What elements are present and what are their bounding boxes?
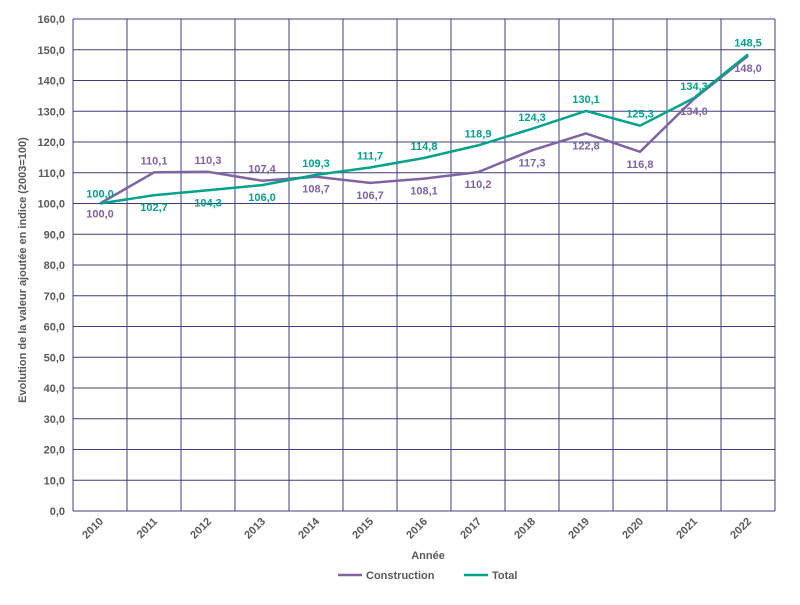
data-labels: 100,0 100,0 110,1 102,7 110,3 104,3 107,4 106,0…	[86, 37, 762, 220]
x-tick-label: 2017	[458, 516, 484, 542]
data-label-construction: 134,0	[680, 106, 708, 118]
x-tick-label: 2011	[135, 516, 160, 541]
data-label-total: 148,5	[734, 37, 762, 49]
series-lines	[99, 53, 749, 205]
x-tick-label: 2013	[242, 516, 268, 542]
data-label-construction: 122,8	[572, 140, 600, 152]
data-label-total: 100,0	[86, 189, 114, 201]
y-tick-label: 90,0	[44, 229, 65, 241]
y-tick-label: 100,0	[37, 199, 65, 211]
data-label-total: 134,3	[680, 81, 708, 93]
data-label-construction: 110,3	[195, 155, 222, 167]
y-tick-label: 50,0	[44, 352, 65, 364]
series-line-construction	[99, 54, 749, 205]
gridlines	[72, 18, 776, 512]
data-label-construction: 107,4	[248, 164, 276, 176]
data-label-total: 111,7	[357, 151, 383, 163]
y-tick-label: 80,0	[44, 260, 65, 272]
data-label-total: 125,3	[626, 109, 654, 121]
x-tick-labels: 2010 2011 2012 2013 2014 2015 2016 2017 2018 2019…	[80, 515, 754, 541]
x-tick-label: 2016	[404, 516, 430, 542]
data-label-construction: 148,0	[734, 63, 762, 75]
x-tick-label: 2015	[350, 516, 376, 542]
y-tick-label: 150,0	[37, 45, 65, 57]
y-tick-label: 160,0	[37, 14, 65, 26]
y-tick-label: 20,0	[44, 445, 65, 457]
y-tick-label: 70,0	[44, 291, 65, 303]
y-tick-label: 130,0	[37, 106, 65, 118]
data-label-construction: 110,1	[141, 155, 168, 167]
series-line-total	[99, 53, 749, 205]
data-label-construction: 108,7	[302, 184, 330, 196]
data-label-total: 102,7	[140, 202, 168, 214]
x-axis-title: Année	[411, 550, 445, 562]
data-label-total: 106,0	[248, 192, 276, 204]
y-tick-labels: 0,0 10,0 20,0 30,0 40,0 50,0 60,0 70,0 80,0 90,0 1…	[37, 14, 65, 518]
x-tick-label: 2014	[296, 515, 322, 541]
data-label-total: 114,8	[411, 141, 438, 153]
legend-label-total: Total	[492, 570, 517, 582]
data-label-construction: 110,2	[465, 179, 492, 191]
data-label-construction: 116,8	[627, 159, 654, 171]
data-label-total: 104,3	[194, 197, 222, 209]
data-label-total: 124,3	[518, 112, 546, 124]
y-tick-label: 40,0	[44, 383, 65, 395]
y-axis-title: Evolution de la valeur ajoutée en indice…	[17, 137, 29, 403]
data-label-total: 130,1	[572, 94, 600, 106]
y-tick-label: 120,0	[37, 137, 65, 149]
data-label-construction: 117,3	[519, 157, 546, 169]
y-tick-label: 110,0	[38, 168, 65, 180]
y-tick-label: 10,0	[44, 475, 65, 487]
y-tick-label: 140,0	[37, 76, 65, 88]
y-tick-label: 60,0	[44, 322, 65, 334]
data-label-total: 109,3	[302, 158, 330, 170]
legend: Construction Total	[338, 570, 517, 582]
x-tick-label: 2021	[674, 516, 700, 542]
data-label-total: 118,9	[465, 128, 492, 140]
x-tick-label: 2018	[512, 516, 538, 542]
x-tick-label: 2020	[620, 516, 646, 542]
x-tick-label: 2019	[566, 516, 592, 542]
data-label-construction: 106,7	[356, 190, 384, 202]
legend-label-construction: Construction	[366, 570, 435, 582]
x-tick-label: 2010	[80, 516, 106, 542]
x-tick-label: 2012	[188, 516, 214, 542]
data-label-construction: 100,0	[86, 209, 114, 221]
x-tick-label: 2022	[728, 516, 754, 542]
y-tick-label: 0,0	[50, 506, 65, 518]
data-label-construction: 108,1	[410, 186, 438, 198]
y-tick-label: 30,0	[44, 414, 65, 426]
